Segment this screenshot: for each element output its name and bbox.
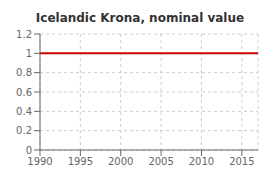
svg-text:2015: 2015 bbox=[229, 156, 254, 167]
svg-text:1.2: 1.2 bbox=[16, 29, 32, 40]
svg-text:1995: 1995 bbox=[68, 156, 93, 167]
svg-text:1: 1 bbox=[26, 48, 32, 59]
svg-text:2005: 2005 bbox=[148, 156, 173, 167]
svg-text:1990: 1990 bbox=[27, 156, 52, 167]
html-text:Icelandic Krona, nominal value: Icelandic Krona, nominal value bbox=[35, 11, 245, 25]
svg-text:0: 0 bbox=[26, 145, 32, 156]
svg-text:0.8: 0.8 bbox=[16, 67, 32, 78]
svg-text:2000: 2000 bbox=[108, 156, 133, 167]
svg-text:2010: 2010 bbox=[189, 156, 214, 167]
svg-text:0.2: 0.2 bbox=[16, 125, 32, 136]
svg-text:0.4: 0.4 bbox=[16, 106, 32, 117]
svg-text:0.6: 0.6 bbox=[16, 87, 32, 98]
